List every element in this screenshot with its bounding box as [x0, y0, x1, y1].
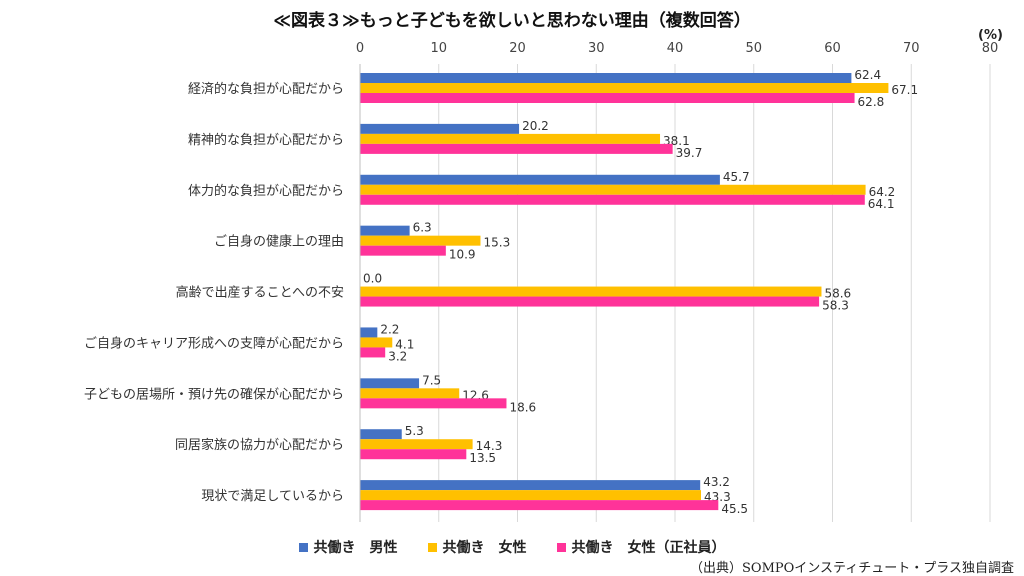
data-label: 39.7: [676, 146, 703, 160]
data-label: 20.2: [522, 119, 549, 133]
data-label: 67.1: [891, 83, 918, 97]
data-label: 7.5: [422, 373, 441, 387]
data-label: 2.2: [380, 322, 399, 336]
category-label: 高齢で出産することへの不安: [176, 285, 344, 301]
category-label: 精神的な負担が心配だから: [188, 132, 344, 148]
bar: [360, 245, 446, 256]
data-label: 6.3: [413, 221, 432, 235]
data-label: 58.6: [824, 287, 851, 301]
x-tick-label: 60: [824, 41, 841, 56]
bar: [360, 73, 852, 83]
legend-label: 共働き 男性: [313, 540, 398, 556]
bar: [360, 480, 701, 491]
category-label: ご自身の健康上の理由: [214, 234, 344, 250]
data-label: 3.2: [388, 349, 407, 363]
data-label: 0.0: [363, 272, 382, 286]
axis-unit-label: (%): [978, 28, 1003, 43]
legend-item: 共働き 女性: [427, 537, 527, 557]
bar: [360, 123, 520, 134]
legend-label: 共働き 女性: [442, 540, 527, 556]
x-tick-label: 70: [903, 41, 920, 56]
bar: [360, 296, 820, 307]
x-tick-label: 80: [982, 41, 999, 56]
legend-swatch: [427, 542, 437, 552]
category-label: 子どもの居場所・預け先の確保が心配だから: [84, 386, 344, 402]
x-tick-label: 0: [356, 41, 364, 56]
x-tick-label: 30: [588, 41, 605, 56]
bar: [360, 93, 855, 103]
bar: [360, 439, 473, 450]
bar: [360, 398, 507, 409]
data-label: 62.4: [854, 68, 881, 82]
data-label: 14.3: [476, 439, 503, 453]
category-label: 体力的な負担が心配だから: [188, 183, 344, 199]
bar: [360, 500, 719, 511]
bar: [360, 429, 402, 440]
category-label: 経済的な負担が心配だから: [188, 81, 344, 97]
data-label: 10.9: [449, 248, 476, 262]
bar: [360, 235, 481, 246]
category-label: 同居家族の協力が心配だから: [175, 437, 344, 453]
bar: [360, 194, 865, 205]
x-tick-label: 20: [509, 41, 526, 56]
x-tick-label: 50: [745, 41, 762, 56]
x-tick-label: 10: [430, 41, 447, 56]
bar: [360, 83, 889, 93]
data-label: 64.1: [868, 197, 895, 211]
data-label: 4.1: [395, 337, 414, 351]
bar: [360, 378, 420, 389]
category-label: ご自身のキャリア形成への支障が心配だから: [84, 335, 344, 351]
data-label: 45.7: [723, 170, 750, 184]
bar: [360, 347, 386, 358]
data-label: 45.5: [721, 502, 748, 516]
legend-swatch: [556, 542, 566, 552]
legend-item: 共働き 女性（正社員）: [556, 537, 726, 557]
legend-swatch: [298, 542, 308, 552]
category-label: 現状で満足しているから: [201, 489, 344, 504]
bar: [360, 490, 701, 501]
bar: [360, 337, 393, 348]
bar: [360, 143, 673, 154]
data-label: 62.8: [858, 95, 885, 109]
data-label: 64.2: [869, 185, 896, 199]
data-label: 18.6: [509, 400, 536, 414]
legend-label: 共働き 女性（正社員）: [571, 540, 726, 556]
data-label: 13.5: [469, 451, 496, 465]
bar: [360, 327, 378, 338]
data-label: 5.3: [405, 424, 424, 438]
legend-item: 共働き 男性: [298, 537, 398, 557]
bar: [360, 449, 467, 460]
chart-title: ≪図表３≫もっと子どもを欲しいと思わない理由（複数回答）: [273, 11, 751, 31]
source-note: （出典）SOMPOインスティチュート・プラス独自調査: [690, 561, 1014, 576]
bar: [360, 184, 866, 195]
x-tick-label: 40: [667, 41, 684, 56]
bar: [360, 133, 661, 144]
bar: [360, 225, 410, 236]
data-label: 43.2: [703, 475, 730, 489]
bar: [360, 286, 822, 297]
bar: [360, 388, 460, 399]
bar: [360, 174, 720, 185]
data-label: 58.3: [822, 299, 849, 313]
chart-legend: 共働き 男性 共働き 女性 共働き 女性（正社員）: [0, 537, 1024, 557]
data-label: 15.3: [483, 236, 510, 250]
